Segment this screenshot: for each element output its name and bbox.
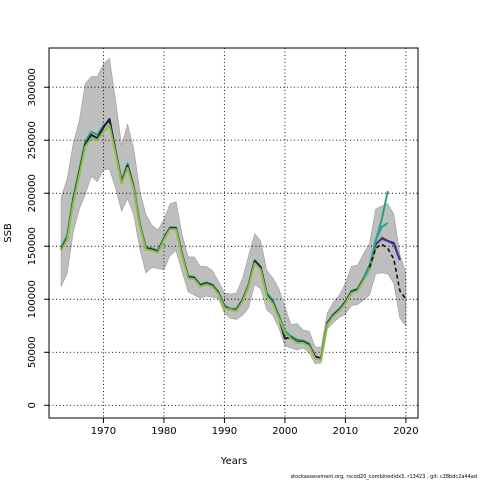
y-tick-label: 0	[27, 402, 38, 408]
y-axis: 0 50000 100000 150000 200000 250000 300000	[27, 68, 49, 408]
x-tick-label: 1980	[151, 426, 176, 437]
confidence-band-layer	[60, 58, 407, 365]
x-tick-label: 1990	[212, 426, 237, 437]
confidence-band	[60, 58, 407, 365]
x-tick-label: 1970	[91, 426, 116, 437]
plot-frame	[48, 47, 419, 419]
series-layer	[60, 118, 407, 361]
series-line-6	[368, 243, 407, 300]
y-tick-label: 150000	[27, 227, 38, 265]
x-axis: 1970 1980 1990 2000 2010 2020	[91, 418, 419, 437]
footer-credit: stockassessment.org, rscod20_combinedidx…	[291, 474, 477, 480]
series-line-3	[60, 124, 383, 361]
x-tick-label: 2010	[333, 426, 358, 437]
y-axis-title: SSB	[3, 223, 14, 243]
series-line-5	[362, 222, 389, 279]
x-tick-label: 2020	[393, 426, 418, 437]
y-tick-label: 300000	[27, 68, 38, 106]
x-axis-title: Years	[220, 456, 247, 467]
y-tick-label: 50000	[27, 336, 38, 368]
grid-layer	[49, 48, 418, 418]
y-tick-label: 200000	[27, 174, 38, 212]
x-tick-label: 2000	[272, 426, 297, 437]
y-tick-label: 100000	[27, 280, 38, 318]
y-tick-label: 250000	[27, 121, 38, 159]
